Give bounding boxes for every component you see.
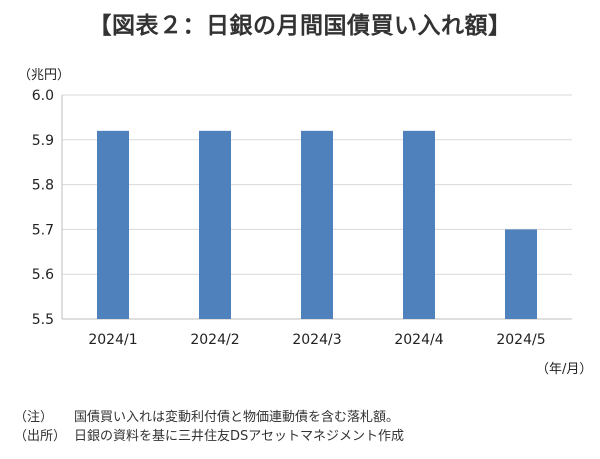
x-tick-label: 2024/3: [292, 332, 341, 348]
x-tick-label: 2024/2: [190, 332, 239, 348]
y-tick-label: 6.0: [32, 88, 54, 104]
bar: [505, 229, 537, 319]
y-tick-label: 5.7: [32, 222, 54, 238]
y-tick-label: 5.9: [32, 133, 54, 149]
x-tick-label: 2024/1: [88, 332, 137, 348]
bar: [97, 130, 129, 319]
x-tick-label: 2024/5: [496, 332, 545, 348]
source-row: （出所） 日銀の資料を基に三井住友DSアセットマネジメント作成: [14, 427, 404, 446]
note-label: （注）: [14, 410, 54, 425]
source-text: 日銀の資料を基に三井住友DSアセットマネジメント作成: [74, 429, 405, 444]
y-axis-unit-label: （兆円）: [18, 68, 71, 83]
bar: [199, 130, 231, 319]
chart-title: 【図表２：日銀の月間国債買い入れ額】: [88, 13, 512, 39]
footnotes: （注） 国債買い入れは変動利付債と物価連動債を含む落札額。 （出所） 日銀の資料…: [14, 408, 404, 446]
note-text: 国債買い入れは変動利付債と物価連動債を含む落札額。: [74, 410, 400, 425]
y-tick-label: 5.5: [32, 312, 54, 328]
x-tick-label: 2024/4: [394, 332, 443, 348]
bar: [301, 130, 333, 319]
y-tick-label: 5.6: [32, 267, 54, 283]
bar: [403, 130, 435, 319]
note-row: （注） 国債買い入れは変動利付債と物価連動債を含む落札額。: [14, 408, 404, 427]
source-label: （出所）: [14, 429, 67, 444]
y-tick-label: 5.8: [32, 178, 54, 194]
x-axis-unit-label: （年/月）: [536, 362, 593, 377]
